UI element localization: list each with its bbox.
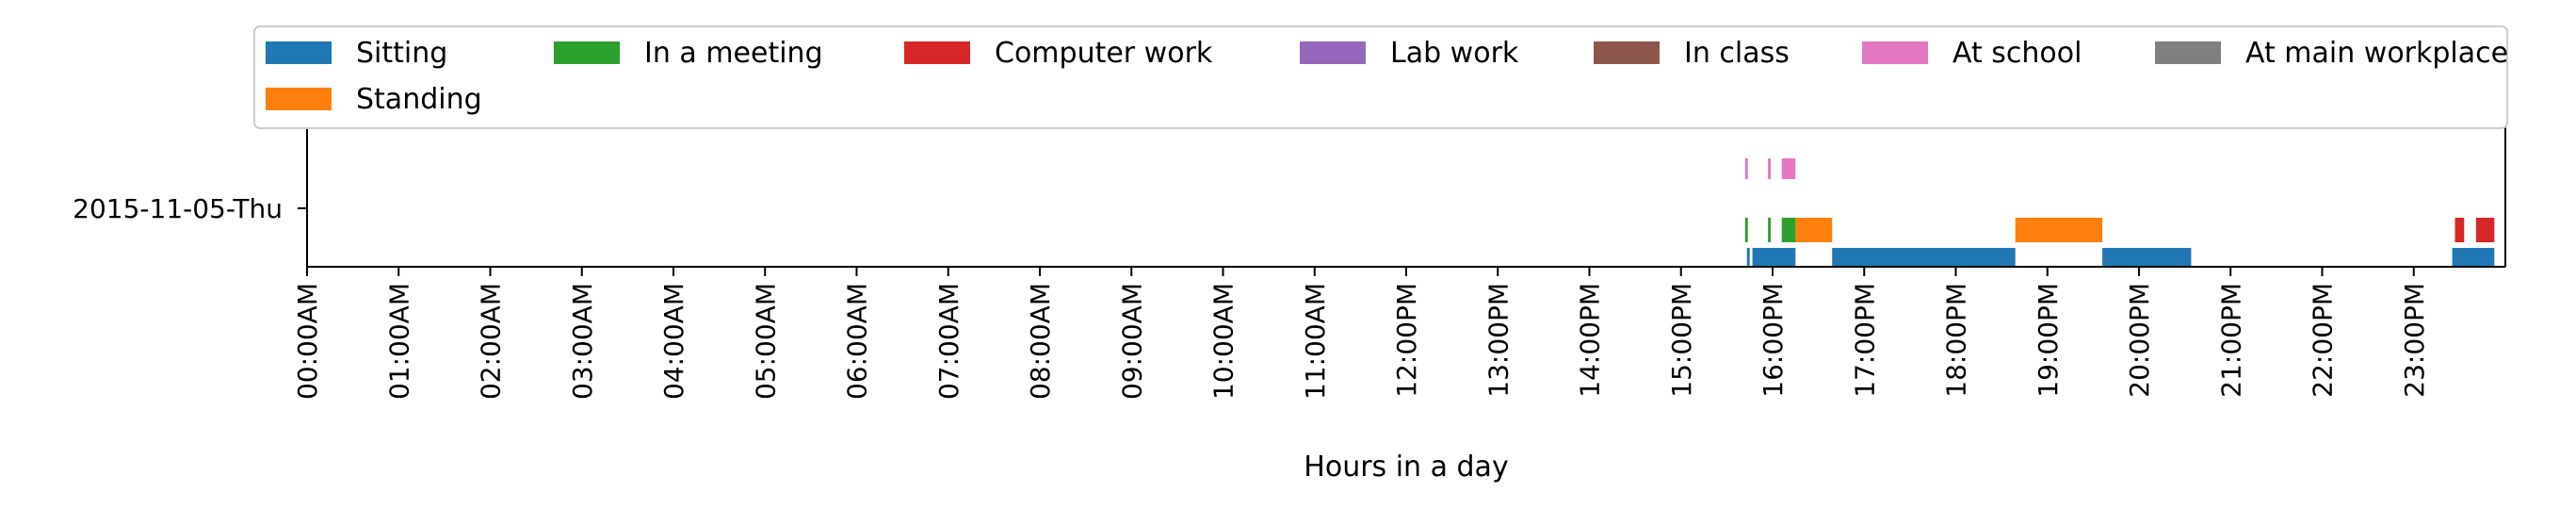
y-tick-label: 2015-11-05-Thu [73,193,283,224]
x-tick-label: 03:00AM [567,283,598,400]
x-tick-label: 12:00PM [1391,283,1422,398]
x-ticks: 00:00AM 01:00AM 02:00AM 03:00AM 04:00AM 05:00… [292,267,2430,400]
x-tick-label: 23:00PM [2399,283,2430,398]
legend-label-lab-work: Lab work [1390,37,1519,70]
at-school-bar-0 [1744,158,1748,179]
legend-swatch-lab-work [1300,41,1366,64]
sitting-bar-3 [2102,248,2192,267]
legend-swatch-sitting [266,41,332,64]
in-a-meeting-bar-0 [1744,218,1748,242]
plot-bars [1744,158,2495,267]
x-tick-label: 10:00AM [1208,283,1239,400]
x-tick-label: 18:00PM [1941,283,1972,398]
y-ticks: 2015-11-05-Thu [73,193,307,224]
legend-label-at-main-workplace: At main workplace [2245,37,2508,70]
in-a-meeting-bar-2 [1781,218,1796,242]
legend-swatch-at-school [1862,41,1928,64]
x-tick-label: 17:00PM [1849,283,1880,398]
x-tick-label: 19:00PM [2033,283,2064,398]
x-tick-label: 04:00AM [658,283,689,400]
x-tick-label: 06:00AM [842,283,873,400]
x-tick-label: 11:00AM [1300,283,1331,400]
legend-label-computer-work: Computer work [995,37,1213,70]
sitting-bar-2 [1832,248,2016,267]
sitting-bar-4 [2452,248,2495,267]
computer-work-bar-1 [2475,218,2495,242]
legend-swatch-computer-work [904,41,970,64]
plot-frame [306,127,2506,268]
at-school-bar-1 [1768,158,1772,179]
at-school-bar-2 [1781,158,1796,179]
sitting-bar-1 [1752,248,1796,267]
x-tick-label: 13:00PM [1482,283,1514,398]
x-tick-label: 22:00PM [2308,283,2339,398]
legend-swatch-in-class [1594,41,1660,64]
x-axis-label: Hours in a day [1304,451,1508,484]
x-tick-label: 02:00AM [476,283,507,400]
legend-frame [253,25,2508,129]
x-tick-label: 01:00AM [383,283,414,400]
legend-label-in-class: In class [1684,37,1790,70]
legend: Sitting In a meeting Computer work Lab work… [253,25,2508,129]
x-tick-label: 05:00AM [750,283,781,400]
legend-swatch-at-main-workplace [2155,41,2221,64]
in-a-meeting-bar-1 [1768,218,1772,242]
legend-swatch-in-a-meeting [554,41,620,64]
standing-bar-1 [2015,218,2103,242]
legend-swatch-standing [266,88,332,110]
legend-label-sitting: Sitting [356,37,447,70]
sitting-bar-0 [1746,248,1750,267]
legend-label-in-a-meeting: In a meeting [644,37,823,70]
x-tick-label: 21:00PM [2215,283,2246,398]
x-tick-label: 15:00PM [1666,283,1697,398]
x-tick-label: 16:00PM [1758,283,1789,398]
legend-label-standing: Standing [356,83,482,116]
x-tick-label: 08:00AM [1025,283,1056,400]
x-tick-label: 07:00AM [933,283,964,400]
legend-label-at-school: At school [1952,37,2082,70]
x-tick-label: 14:00PM [1575,283,1606,398]
computer-work-bar-0 [2454,218,2465,242]
x-tick-label: 00:00AM [292,283,323,400]
standing-bar-0 [1795,218,1833,242]
x-tick-label: 09:00AM [1116,283,1147,400]
legend-items: Sitting In a meeting Computer work Lab work… [266,37,2508,116]
x-tick-label: 20:00PM [2124,283,2155,398]
